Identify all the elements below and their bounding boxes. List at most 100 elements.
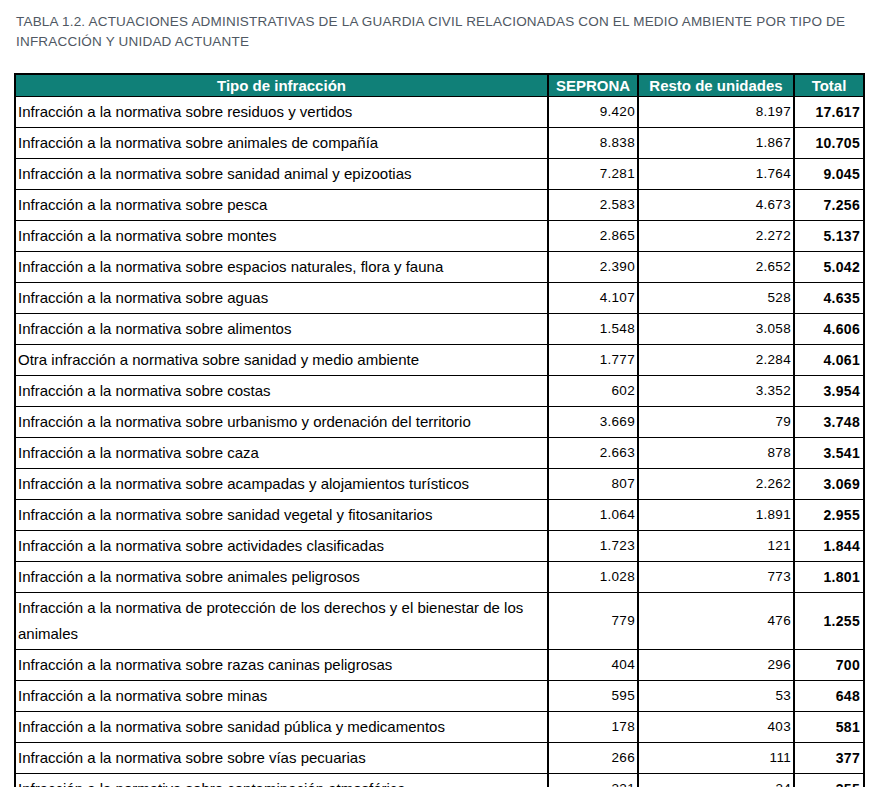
cell-seprona-count: 321 xyxy=(548,773,638,787)
table-row: Infracción a la normativa sobre contamin… xyxy=(15,773,864,787)
cell-seprona-count: 7.281 xyxy=(548,158,638,189)
cell-resto-count: 1.867 xyxy=(638,127,794,158)
column-header-tipo-de-infraccion: Tipo de infracción xyxy=(15,74,548,96)
cell-infraction-type: Infracción a la normativa sobre residuos… xyxy=(15,96,548,127)
cell-resto-count: 2.272 xyxy=(638,220,794,251)
table-body: Infracción a la normativa sobre residuos… xyxy=(15,96,864,787)
cell-infraction-type: Infracción a la normativa sobre sanidad … xyxy=(15,499,548,530)
cell-resto-count: 476 xyxy=(638,592,794,649)
cell-seprona-count: 178 xyxy=(548,711,638,742)
cell-total-count: 5.042 xyxy=(794,251,864,282)
cell-total-count: 7.256 xyxy=(794,189,864,220)
cell-infraction-type: Otra infracción a normativa sobre sanida… xyxy=(15,344,548,375)
cell-seprona-count: 2.663 xyxy=(548,437,638,468)
table-row: Infracción a la normativa sobre aguas4.1… xyxy=(15,282,864,313)
cell-total-count: 648 xyxy=(794,680,864,711)
cell-total-count: 3.954 xyxy=(794,375,864,406)
table-row: Infracción a la normativa sobre sanidad … xyxy=(15,499,864,530)
cell-resto-count: 1.764 xyxy=(638,158,794,189)
cell-infraction-type: Infracción a la normativa sobre sanidad … xyxy=(15,711,548,742)
table-row: Otra infracción a normativa sobre sanida… xyxy=(15,344,864,375)
column-header-seprona: SEPRONA xyxy=(548,74,638,96)
cell-total-count: 10.705 xyxy=(794,127,864,158)
cell-resto-count: 8.197 xyxy=(638,96,794,127)
cell-infraction-type: Infracción a la normativa sobre urbanism… xyxy=(15,406,548,437)
cell-seprona-count: 2.390 xyxy=(548,251,638,282)
table-row: Infracción a la normativa de protección … xyxy=(15,592,864,649)
table-caption: TABLA 1.2. ACTUACIONES ADMINISTRATIVAS D… xyxy=(16,12,846,52)
cell-total-count: 1.801 xyxy=(794,561,864,592)
cell-resto-count: 878 xyxy=(638,437,794,468)
cell-total-count: 355 xyxy=(794,773,864,787)
cell-seprona-count: 1.777 xyxy=(548,344,638,375)
table-row: Infracción a la normativa sobre espacios… xyxy=(15,251,864,282)
cell-total-count: 2.955 xyxy=(794,499,864,530)
cell-resto-count: 3.352 xyxy=(638,375,794,406)
table-row: Infracción a la normativa sobre urbanism… xyxy=(15,406,864,437)
cell-total-count: 700 xyxy=(794,649,864,680)
cell-seprona-count: 1.723 xyxy=(548,530,638,561)
table-row: Infracción a la normativa sobre pesca2.5… xyxy=(15,189,864,220)
cell-seprona-count: 807 xyxy=(548,468,638,499)
table-row: Infracción a la normativa sobre sobre ví… xyxy=(15,742,864,773)
cell-total-count: 4.635 xyxy=(794,282,864,313)
cell-infraction-type: Infracción a la normativa sobre animales… xyxy=(15,561,548,592)
cell-total-count: 581 xyxy=(794,711,864,742)
table-row: Infracción a la normativa sobre costas60… xyxy=(15,375,864,406)
cell-infraction-type: Infracción a la normativa sobre acampada… xyxy=(15,468,548,499)
cell-resto-count: 4.673 xyxy=(638,189,794,220)
cell-seprona-count: 266 xyxy=(548,742,638,773)
cell-total-count: 3.748 xyxy=(794,406,864,437)
cell-total-count: 3.541 xyxy=(794,437,864,468)
cell-total-count: 377 xyxy=(794,742,864,773)
table-row: Infracción a la normativa sobre activida… xyxy=(15,530,864,561)
cell-infraction-type: Infracción a la normativa sobre pesca xyxy=(15,189,548,220)
table-row: Infracción a la normativa sobre minas595… xyxy=(15,680,864,711)
cell-resto-count: 2.284 xyxy=(638,344,794,375)
cell-infraction-type: Infracción a la normativa sobre alimento… xyxy=(15,313,548,344)
cell-seprona-count: 2.865 xyxy=(548,220,638,251)
header-row: Tipo de infracción SEPRONA Resto de unid… xyxy=(15,74,864,96)
infractions-table: Tipo de infracción SEPRONA Resto de unid… xyxy=(14,73,865,787)
table-row: Infracción a la normativa sobre acampada… xyxy=(15,468,864,499)
cell-resto-count: 296 xyxy=(638,649,794,680)
cell-resto-count: 528 xyxy=(638,282,794,313)
cell-total-count: 4.606 xyxy=(794,313,864,344)
cell-seprona-count: 779 xyxy=(548,592,638,649)
cell-resto-count: 79 xyxy=(638,406,794,437)
table-row: Infracción a la normativa sobre animales… xyxy=(15,127,864,158)
cell-resto-count: 111 xyxy=(638,742,794,773)
table-row: Infracción a la normativa sobre sanidad … xyxy=(15,158,864,189)
cell-seprona-count: 9.420 xyxy=(548,96,638,127)
cell-seprona-count: 1.028 xyxy=(548,561,638,592)
table-row: Infracción a la normativa sobre montes2.… xyxy=(15,220,864,251)
cell-resto-count: 1.891 xyxy=(638,499,794,530)
cell-resto-count: 2.652 xyxy=(638,251,794,282)
cell-infraction-type: Infracción a la normativa sobre razas ca… xyxy=(15,649,548,680)
table-row: Infracción a la normativa sobre razas ca… xyxy=(15,649,864,680)
cell-infraction-type: Infracción a la normativa sobre montes xyxy=(15,220,548,251)
cell-infraction-type: Infracción a la normativa sobre costas xyxy=(15,375,548,406)
column-header-total: Total xyxy=(794,74,864,96)
cell-seprona-count: 4.107 xyxy=(548,282,638,313)
cell-seprona-count: 602 xyxy=(548,375,638,406)
cell-infraction-type: Infracción a la normativa sobre caza xyxy=(15,437,548,468)
cell-resto-count: 121 xyxy=(638,530,794,561)
table-row: Infracción a la normativa sobre animales… xyxy=(15,561,864,592)
cell-infraction-type: Infracción a la normativa sobre sobre ví… xyxy=(15,742,548,773)
cell-total-count: 3.069 xyxy=(794,468,864,499)
table-row: Infracción a la normativa sobre caza2.66… xyxy=(15,437,864,468)
table-caption-line-2: INFRACCIÓN Y UNIDAD ACTUANTE xyxy=(16,32,846,52)
cell-seprona-count: 1.548 xyxy=(548,313,638,344)
cell-seprona-count: 2.583 xyxy=(548,189,638,220)
cell-infraction-type: Infracción a la normativa sobre aguas xyxy=(15,282,548,313)
cell-infraction-type: Infracción a la normativa sobre activida… xyxy=(15,530,548,561)
cell-seprona-count: 404 xyxy=(548,649,638,680)
column-header-resto-de-unidades: Resto de unidades xyxy=(638,74,794,96)
table-header: Tipo de infracción SEPRONA Resto de unid… xyxy=(15,74,864,96)
cell-seprona-count: 8.838 xyxy=(548,127,638,158)
cell-infraction-type: Infracción a la normativa de protección … xyxy=(15,592,548,649)
cell-total-count: 5.137 xyxy=(794,220,864,251)
cell-resto-count: 3.058 xyxy=(638,313,794,344)
cell-seprona-count: 1.064 xyxy=(548,499,638,530)
